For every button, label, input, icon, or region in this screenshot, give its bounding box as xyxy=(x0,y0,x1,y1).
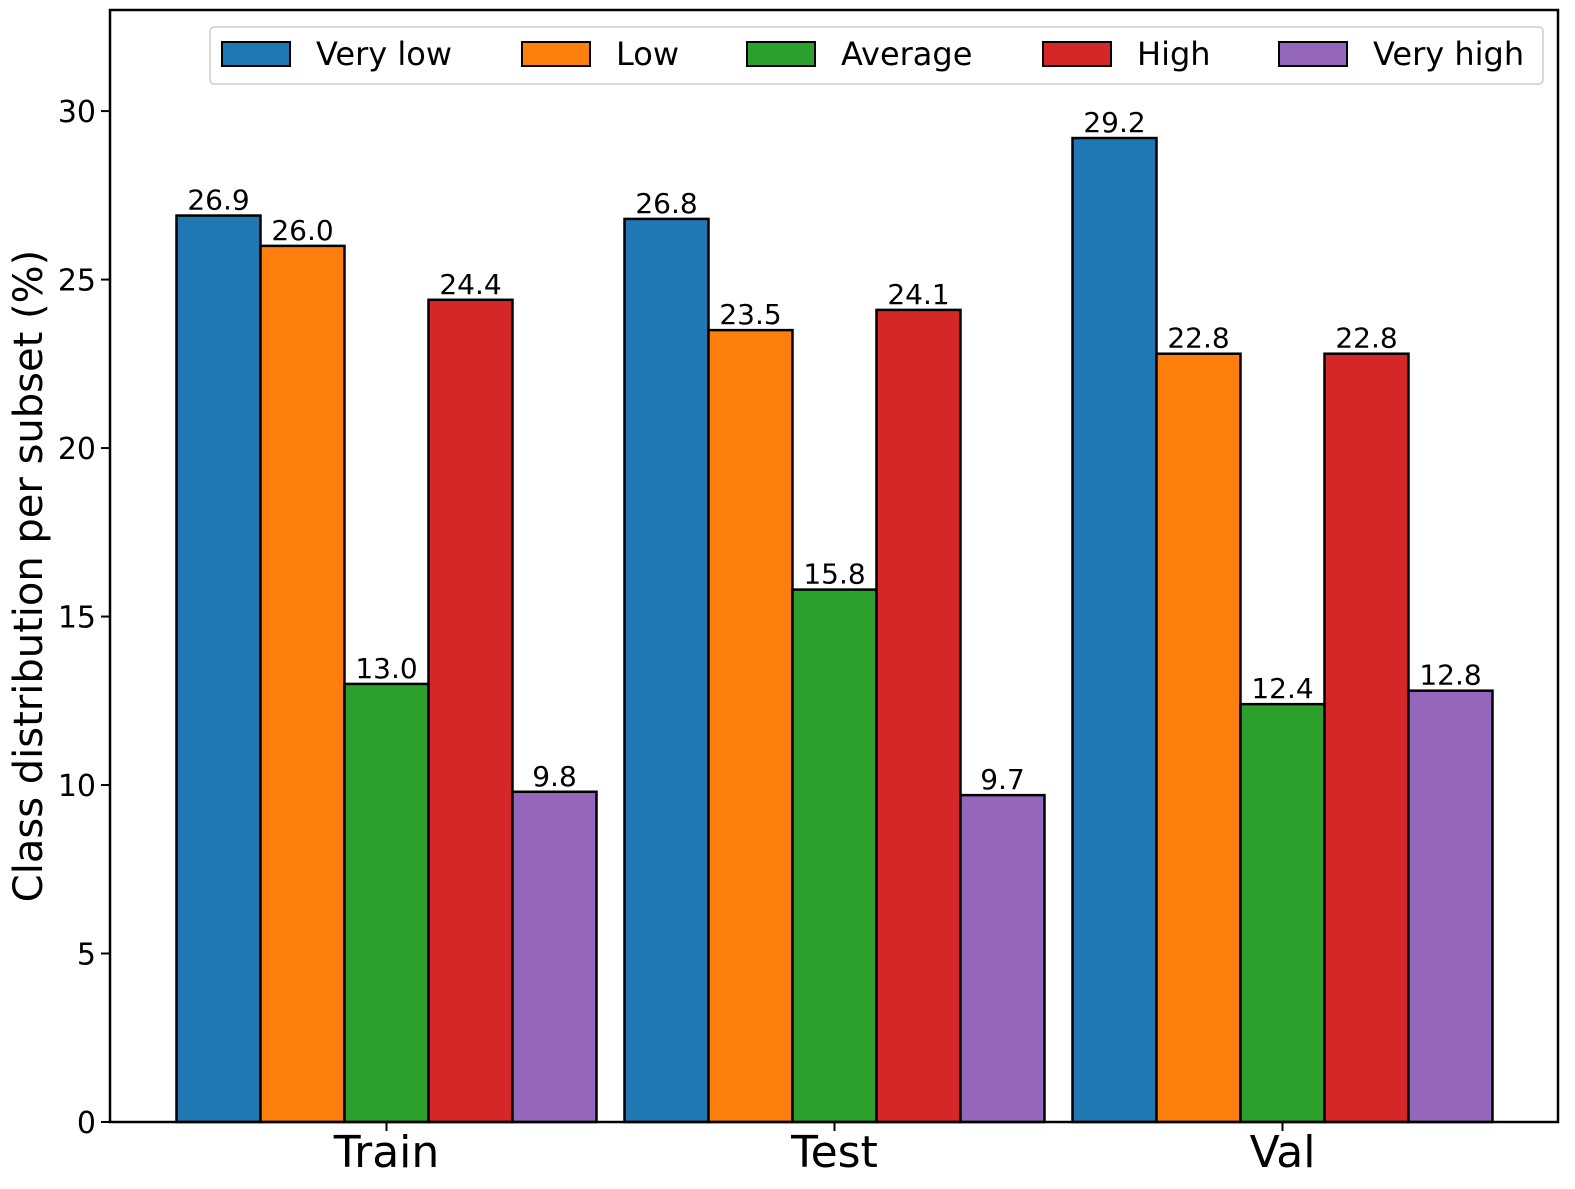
bar-value-label: 26.9 xyxy=(187,184,249,217)
x-tick-label: Train xyxy=(333,1127,440,1178)
bar-high-val xyxy=(1323,352,1410,1124)
data-labels-layer: 26.9 26.0 13.0 24.4 9.8 26.8 23.5 15.8 24.1 9.7 29… xyxy=(187,106,1481,796)
bar-value-label: 23.5 xyxy=(719,298,781,331)
bar-very-high-test xyxy=(959,793,1046,1124)
bar-value-label: 26.8 xyxy=(635,187,697,220)
y-tick-label: 25 xyxy=(58,264,96,299)
y-tick-label: 20 xyxy=(58,432,96,467)
bar-value-label: 24.4 xyxy=(439,268,501,301)
bar-low-val xyxy=(1155,352,1242,1124)
y-tick-label: 0 xyxy=(77,1106,96,1141)
bar-value-label: 22.8 xyxy=(1335,322,1397,355)
bar-very-high-train xyxy=(511,790,598,1124)
bar-value-label: 22.8 xyxy=(1167,322,1229,355)
legend-swatch xyxy=(746,41,816,67)
bar-value-label: 26.0 xyxy=(271,214,333,247)
y-axis: 0 5 10 15 20 25 30 xyxy=(58,95,110,1141)
bar-low-test xyxy=(707,328,794,1124)
legend-label: High xyxy=(1137,35,1211,73)
legend: Very low Low Average High Very high xyxy=(209,26,1544,85)
legend-label: Average xyxy=(841,35,972,73)
bar-value-label: 9.8 xyxy=(532,760,577,793)
bar-high-test xyxy=(875,308,962,1124)
y-tick-label: 5 xyxy=(77,938,96,973)
bar-value-label: 15.8 xyxy=(803,558,865,591)
legend-swatch xyxy=(1042,41,1112,67)
bar-low-train xyxy=(259,244,346,1124)
bar-value-label: 12.8 xyxy=(1419,659,1481,692)
legend-swatch xyxy=(521,41,591,67)
bar-average-val xyxy=(1239,702,1326,1124)
bar-value-label: 24.1 xyxy=(887,278,949,311)
bar-very-low-val xyxy=(1071,136,1158,1124)
bar-average-train xyxy=(343,682,430,1124)
bar-value-label: 9.7 xyxy=(980,763,1025,796)
legend-swatch xyxy=(221,41,291,67)
x-tick-label: Test xyxy=(790,1127,878,1178)
y-tick-label: 10 xyxy=(58,769,96,804)
legend-swatch xyxy=(1278,41,1348,67)
x-axis: Train Test Val xyxy=(333,1122,1316,1178)
bar-very-low-test xyxy=(623,217,710,1124)
y-tick-label: 30 xyxy=(58,95,96,130)
bar-very-high-val xyxy=(1407,689,1494,1124)
legend-label: Low xyxy=(616,35,679,73)
bar-high-train xyxy=(427,298,514,1124)
bar-average-test xyxy=(791,588,878,1124)
legend-label: Very low xyxy=(316,35,452,73)
bar-value-label: 12.4 xyxy=(1251,672,1313,705)
legend-label: Very high xyxy=(1373,35,1524,73)
bar-value-label: 13.0 xyxy=(355,652,417,685)
y-tick-label: 15 xyxy=(58,601,96,636)
x-tick-label: Val xyxy=(1250,1127,1316,1178)
y-axis-label: Class distribution per subset (%) xyxy=(6,250,52,902)
bar-value-label: 29.2 xyxy=(1083,106,1145,139)
bars-layer xyxy=(175,136,1494,1124)
bar-very-low-train xyxy=(175,214,262,1124)
